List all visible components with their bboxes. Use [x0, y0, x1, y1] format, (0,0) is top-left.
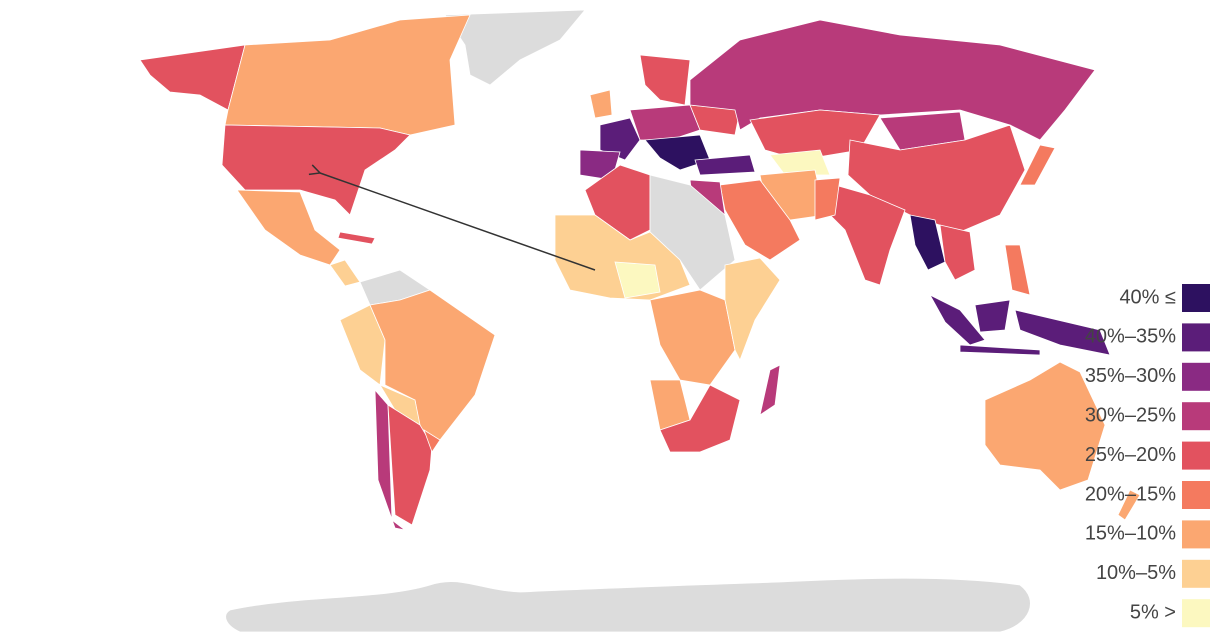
legend-swatch	[1182, 599, 1210, 628]
argentina	[387, 404, 433, 526]
countries	[139, 9, 1141, 633]
legend-label: 40% ≤	[1119, 286, 1176, 308]
indonesia-borneo	[974, 299, 1011, 333]
central-europe	[629, 104, 701, 141]
madagascar	[759, 364, 781, 416]
legend-label: 10%–5%	[1096, 562, 1176, 584]
pakistan	[814, 177, 841, 221]
legend-swatch	[1182, 481, 1210, 509]
turkey	[694, 154, 756, 176]
canada	[224, 14, 471, 136]
myanmar	[909, 214, 946, 271]
indonesia-sumatra	[929, 294, 986, 346]
southern-africa	[659, 384, 741, 453]
legend-label: 5% >	[1130, 601, 1176, 623]
central-america	[329, 259, 361, 287]
mexico	[236, 189, 341, 266]
legend-swatch	[1182, 402, 1210, 431]
central-africa	[649, 289, 736, 386]
legend-swatch	[1182, 559, 1210, 588]
legend-label: 35%–30%	[1085, 365, 1176, 387]
france	[599, 117, 641, 161]
india	[829, 184, 906, 286]
legend-label: 25%–20%	[1085, 444, 1176, 466]
central-asia	[769, 149, 831, 176]
peru	[339, 304, 386, 386]
legend: 40% ≤ 40%–35% 35%–30% 30%–25% 25%–20% 20%–15%…	[1085, 284, 1210, 628]
indochina	[939, 224, 976, 281]
legend-label: 30%–25%	[1085, 404, 1176, 426]
indonesia-east	[1014, 309, 1111, 356]
legend-swatch	[1182, 284, 1210, 312]
legend-swatch	[1182, 323, 1210, 352]
legend-label: 20%–15%	[1085, 483, 1176, 505]
legend-label: 15%–10%	[1085, 523, 1176, 545]
legend-swatch	[1182, 441, 1210, 470]
legend-swatch	[1182, 362, 1210, 391]
annotation-arrow	[320, 173, 596, 271]
caribbean	[337, 231, 376, 245]
alaska	[139, 44, 246, 111]
nigeria	[614, 261, 661, 299]
east-africa	[724, 257, 781, 361]
japan	[1019, 144, 1056, 186]
antarctica	[225, 577, 1031, 633]
uruguay	[423, 429, 441, 453]
uk	[589, 89, 613, 119]
legend-swatch	[1182, 520, 1210, 549]
australia	[984, 361, 1106, 491]
scandinavia	[639, 54, 691, 106]
new-zealand	[1117, 489, 1141, 521]
arabia	[719, 179, 801, 261]
greenland	[444, 9, 586, 86]
indonesia-java	[959, 344, 1041, 356]
italy-balkans	[644, 134, 711, 171]
legend-label: 40%–35%	[1085, 326, 1176, 348]
philippines	[1004, 244, 1031, 296]
